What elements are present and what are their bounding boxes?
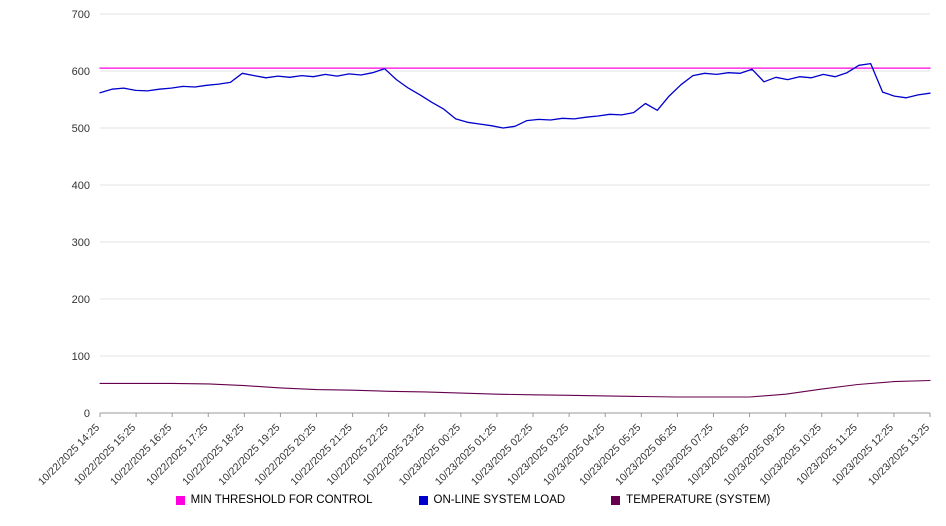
svg-text:10/23/2025 00:25: 10/23/2025 00:25 [397, 422, 463, 488]
svg-text:10/22/2025 14:25: 10/22/2025 14:25 [36, 422, 102, 488]
svg-text:10/22/2025 22:25: 10/22/2025 22:25 [325, 422, 391, 488]
legend-label-temperature: TEMPERATURE (SYSTEM) [626, 494, 771, 506]
svg-text:10/22/2025 18:25: 10/22/2025 18:25 [180, 422, 246, 488]
legend-swatch-temperature [611, 495, 621, 505]
svg-text:10/23/2025 13:25: 10/23/2025 13:25 [866, 422, 932, 488]
legend-item-min-threshold[interactable]: MIN THRESHOLD FOR CONTROL [175, 494, 373, 506]
svg-text:100: 100 [72, 351, 90, 363]
legend-label-system-load: ON-LINE SYSTEM LOAD [433, 494, 566, 506]
svg-text:600: 600 [72, 66, 90, 78]
svg-text:200: 200 [72, 294, 90, 306]
svg-text:10/23/2025 06:25: 10/23/2025 06:25 [613, 422, 679, 488]
svg-text:0: 0 [84, 408, 90, 420]
svg-text:10/22/2025 15:25: 10/22/2025 15:25 [72, 422, 138, 488]
load-chart: 0 100 200 300 400 500 600 700 10/22/2025 14:25 10… [36, 9, 932, 488]
svg-text:10/23/2025 01:25: 10/23/2025 01:25 [433, 422, 499, 488]
legend: MIN THRESHOLD FOR CONTROL ON-LINE SYSTEM… [0, 494, 946, 506]
svg-text:10/23/2025 10:25: 10/23/2025 10:25 [758, 422, 824, 488]
svg-text:10/23/2025 02:25: 10/23/2025 02:25 [469, 422, 535, 488]
svg-text:10/22/2025 21:25: 10/22/2025 21:25 [288, 422, 354, 488]
svg-text:10/22/2025 20:25: 10/22/2025 20:25 [252, 422, 318, 488]
svg-text:10/23/2025 03:25: 10/23/2025 03:25 [505, 422, 571, 488]
legend-item-temperature[interactable]: TEMPERATURE (SYSTEM) [611, 494, 770, 506]
legend-item-system-load[interactable]: ON-LINE SYSTEM LOAD [418, 494, 566, 506]
svg-text:10/23/2025 05:25: 10/23/2025 05:25 [577, 422, 643, 488]
svg-text:10/23/2025 08:25: 10/23/2025 08:25 [685, 422, 751, 488]
svg-text:10/22/2025 17:25: 10/22/2025 17:25 [144, 422, 210, 488]
svg-text:300: 300 [72, 237, 90, 249]
legend-swatch-min-threshold [175, 495, 185, 505]
svg-text:10/23/2025 07:25: 10/23/2025 07:25 [649, 422, 715, 488]
svg-text:10/22/2025 23:25: 10/22/2025 23:25 [361, 422, 427, 488]
svg-text:10/23/2025 09:25: 10/23/2025 09:25 [721, 422, 787, 488]
svg-text:10/23/2025 12:25: 10/23/2025 12:25 [830, 422, 896, 488]
svg-text:10/23/2025 11:25: 10/23/2025 11:25 [794, 422, 860, 488]
svg-text:10/22/2025 19:25: 10/22/2025 19:25 [216, 422, 282, 488]
svg-text:500: 500 [72, 123, 90, 135]
legend-swatch-system-load [418, 495, 428, 505]
svg-text:700: 700 [72, 9, 90, 21]
svg-text:10/22/2025 16:25: 10/22/2025 16:25 [108, 422, 174, 488]
legend-label-min-threshold: MIN THRESHOLD FOR CONTROL [190, 494, 373, 506]
svg-text:10/23/2025 04:25: 10/23/2025 04:25 [541, 422, 607, 488]
svg-text:400: 400 [72, 180, 90, 192]
